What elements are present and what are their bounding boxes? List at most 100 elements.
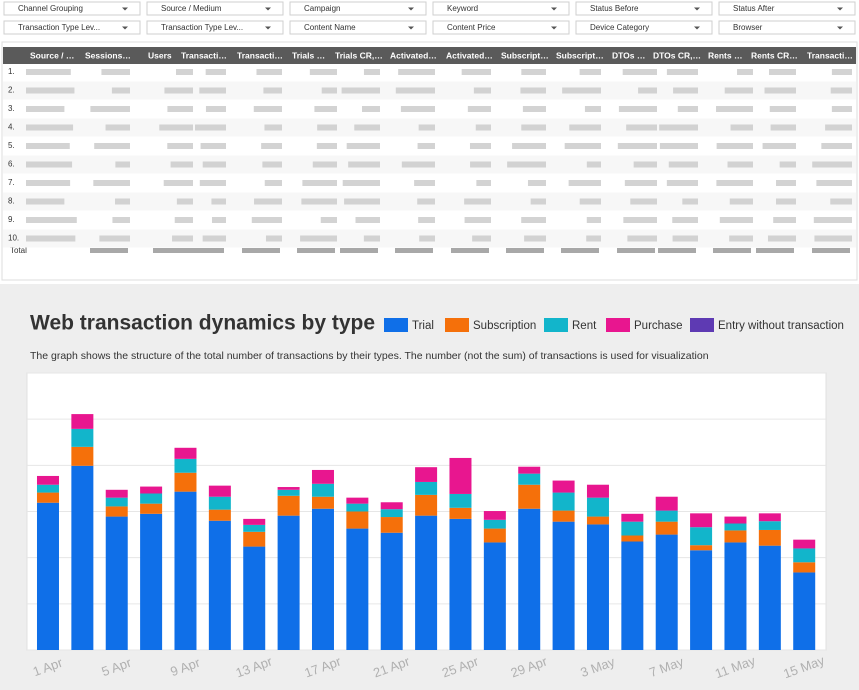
bar-segment (71, 465, 94, 650)
bar-segment (621, 541, 644, 650)
blurred-cell (320, 217, 337, 223)
blurred-cell (586, 217, 601, 223)
blurred-cell (205, 106, 226, 112)
filter-dropdown[interactable] (432, 20, 570, 35)
column-header[interactable]: Trials … (292, 50, 325, 60)
blurred-cell (724, 87, 753, 94)
blurred-cell (773, 217, 796, 223)
column-header[interactable]: DTOs … (612, 50, 645, 60)
filter-dropdown[interactable] (3, 20, 141, 35)
column-header[interactable]: Transacti… (237, 50, 283, 60)
blurred-cell (564, 143, 601, 149)
column-header[interactable]: Users (148, 50, 172, 60)
column-header[interactable]: Source / … (30, 50, 74, 60)
column-header[interactable]: Trials CR,… (335, 50, 383, 60)
row-number: 1. (8, 67, 15, 76)
blurred-cell (263, 87, 282, 94)
column-header[interactable]: Activated… (390, 50, 437, 60)
blurred-cell (816, 180, 852, 186)
blurred-cell (618, 106, 657, 112)
bar-segment (690, 550, 713, 650)
blurred-cell (401, 161, 435, 168)
blurred-cell (776, 198, 796, 205)
column-header[interactable]: Rents CR… (751, 50, 798, 60)
bar-segment (346, 528, 369, 650)
blurred-cell (464, 198, 491, 205)
blurred-cell (719, 217, 753, 223)
bar-segment (793, 572, 816, 650)
blurred-cell (115, 198, 130, 205)
dropdown-arrow (265, 26, 271, 30)
bar-segment (105, 497, 128, 507)
legend-label: Rent (572, 320, 597, 332)
bar-segment (449, 518, 472, 650)
blurred-cell (586, 161, 601, 168)
blurred-cell (26, 143, 70, 149)
bar-segment (36, 475, 59, 485)
bar-segment (621, 535, 644, 542)
blurred-cell (105, 124, 130, 131)
blurred-cell (202, 161, 226, 168)
row-number: 9. (8, 215, 15, 224)
filter-label: Channel Grouping (18, 4, 83, 13)
blurred-cell (767, 235, 796, 242)
blurred-cell (770, 124, 796, 131)
bar-segment (690, 513, 713, 528)
filter-dropdown[interactable] (289, 20, 427, 35)
blurred-cell (400, 106, 435, 112)
filter-label: Device Category (590, 23, 649, 32)
blurred-cell (26, 198, 65, 205)
blurred-cell (769, 106, 796, 112)
column-header[interactable]: Subscript… (556, 50, 604, 60)
bar-segment (449, 457, 472, 494)
blurred-cell (251, 217, 282, 223)
bar-segment (449, 493, 472, 508)
bar-segment (724, 530, 747, 543)
filter-dropdown[interactable] (146, 1, 284, 16)
column-header[interactable]: Transacti… (807, 50, 853, 60)
blurred-total (617, 248, 655, 253)
row-number: 4. (8, 123, 15, 132)
dropdown-arrow (265, 7, 271, 11)
column-header[interactable]: Activated… (446, 50, 493, 60)
row-number: 2. (8, 86, 15, 95)
row-number: 7. (8, 178, 15, 187)
bar-segment (346, 503, 369, 512)
filter-dropdown[interactable] (575, 20, 713, 35)
filter-dropdown[interactable] (432, 1, 570, 16)
filter-dropdown[interactable] (289, 1, 427, 16)
filter-dropdown[interactable] (575, 1, 713, 16)
blurred-cell (26, 106, 65, 112)
blurred-cell (316, 143, 337, 149)
blurred-cell (825, 124, 852, 131)
blurred-cell (520, 87, 546, 94)
blurred-cell (584, 106, 601, 112)
column-header[interactable]: Subscript… (501, 50, 549, 60)
blurred-cell (638, 87, 657, 94)
legend-swatch (384, 318, 408, 332)
row-number: 8. (8, 197, 15, 206)
filter-dropdown[interactable] (3, 1, 141, 16)
blurred-cell (265, 235, 282, 242)
bar-segment (208, 496, 231, 510)
blurred-cell (522, 106, 546, 112)
bar-segment (552, 492, 575, 511)
filter-dropdown[interactable] (718, 1, 856, 16)
column-header[interactable]: Transacti… (181, 50, 227, 60)
legend-label: Subscription (473, 320, 536, 332)
blurred-cell (716, 143, 753, 149)
column-header[interactable]: DTOs CR,… (653, 50, 701, 60)
blurred-cell (363, 235, 380, 242)
column-header[interactable]: Sessions… (85, 50, 131, 60)
column-header[interactable]: Rents … (708, 50, 742, 60)
bar-segment (724, 516, 747, 524)
blurred-cell (200, 143, 226, 149)
blurred-cell (521, 217, 546, 223)
filter-dropdown[interactable] (718, 20, 856, 35)
blurred-cell (630, 198, 657, 205)
legend-swatch (690, 318, 714, 332)
dropdown-arrow (694, 26, 700, 30)
filter-dropdown[interactable] (146, 20, 284, 35)
blurred-cell (264, 180, 282, 186)
